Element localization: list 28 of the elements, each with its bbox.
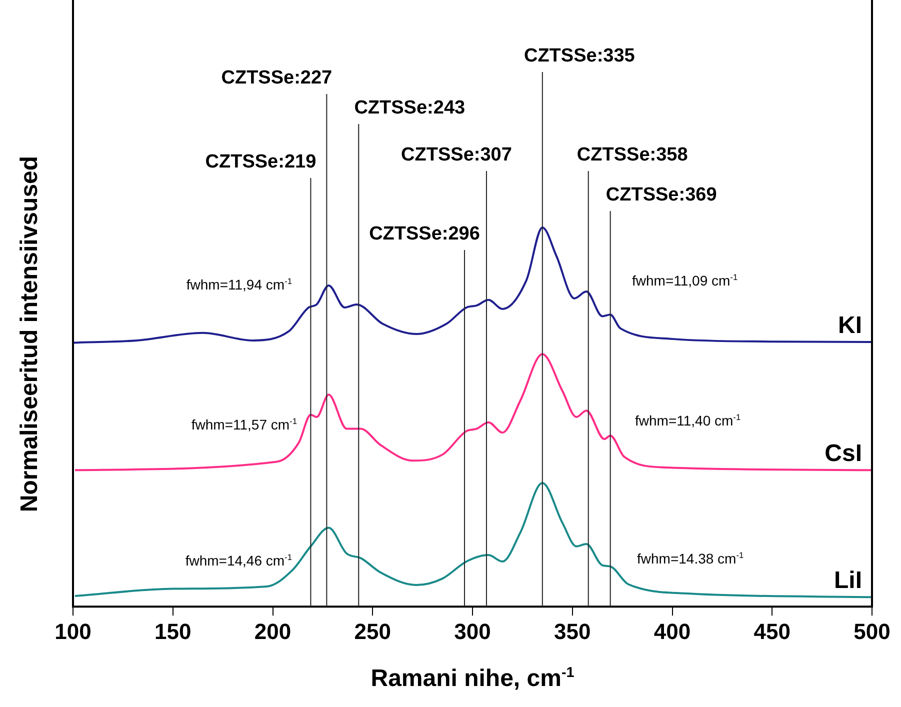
ref-line-label: CZTSSe:358 xyxy=(576,144,688,166)
x-tick-label: 500 xyxy=(854,618,890,644)
x-tick-label: 250 xyxy=(354,618,391,644)
annotation: fwhm=11,94 cm$^{-1}$ xyxy=(186,276,292,293)
series-label: LiI xyxy=(834,567,862,594)
x-tick-label: 150 xyxy=(154,618,192,644)
x-tick-label: 300 xyxy=(454,618,491,644)
annotation: fwhm=14,46 cm$^{-1}$ xyxy=(185,552,292,569)
ref-line-label: CZTSSe:219 xyxy=(205,152,316,173)
y-axis-title: Normaliseeritud intensiivsused xyxy=(16,154,44,514)
ref-line-label: CZTSSe:369 xyxy=(606,184,717,206)
x-axis-title: Ramani nihe, cm$^{-1}$ xyxy=(370,665,576,693)
x-tick-label: 350 xyxy=(554,618,591,644)
ref-line-label: CZTSSe:307 xyxy=(401,144,512,166)
ref-line-label: CZTSSe:243 xyxy=(354,98,466,119)
annotation: fwhm=11,09 cm$^{-1}$ xyxy=(632,272,738,289)
annotation: fwhm=14.38 cm$^{-1}$ xyxy=(637,550,744,567)
ref-line-label: CZTSSe:335 xyxy=(524,46,636,67)
x-tick-label: 400 xyxy=(654,618,691,644)
annotation: fwhm=11,57 cm$^{-1}$ xyxy=(191,416,297,433)
x-tick-label: 100 xyxy=(54,618,92,644)
series-label: KI xyxy=(838,312,862,339)
ref-line-label: CZTSSe:227 xyxy=(221,68,332,89)
annotation: fwhm=11,40 cm$^{-1}$ xyxy=(635,412,741,429)
x-tick-label: 200 xyxy=(254,618,292,644)
ref-line-label: CZTSSe:296 xyxy=(369,224,480,245)
series-label: CsI xyxy=(824,440,862,468)
x-tick-label: 450 xyxy=(754,618,790,644)
